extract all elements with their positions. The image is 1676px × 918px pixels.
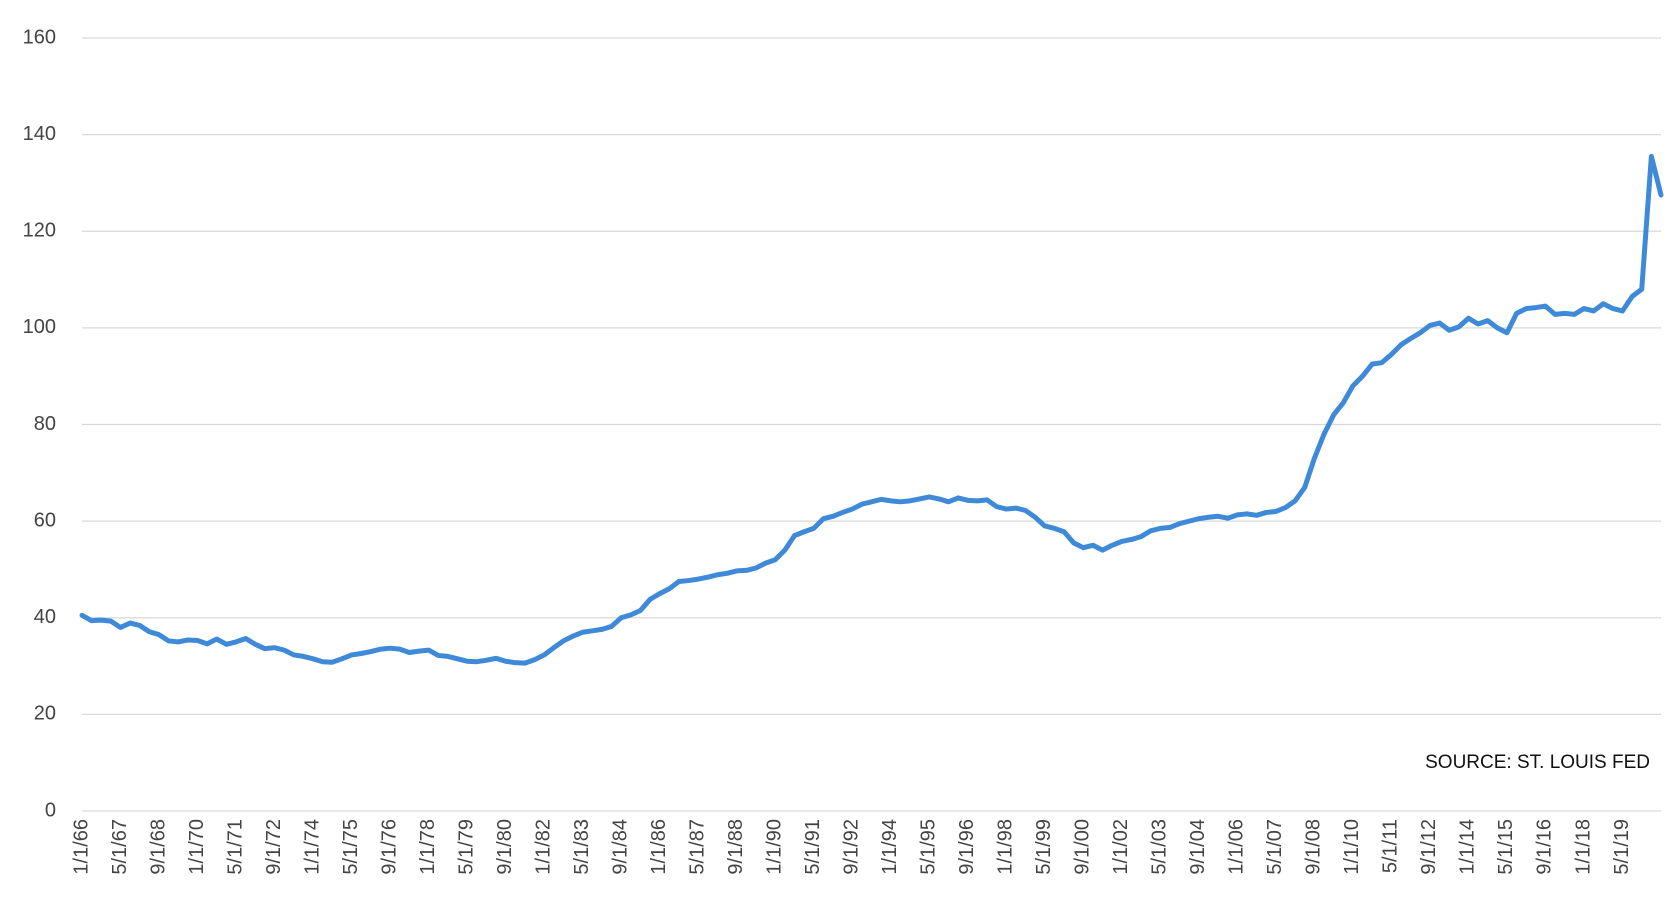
x-tick-label: 5/1/91 — [802, 819, 824, 875]
x-tick-label: 9/1/16 — [1534, 819, 1556, 875]
x-tick-label: 9/1/88 — [725, 819, 747, 875]
y-tick-label: 160 — [23, 26, 56, 48]
x-tick-label: 5/1/83 — [571, 819, 593, 875]
y-tick-label: 140 — [23, 123, 56, 145]
x-tick-label: 1/1/94 — [879, 819, 901, 875]
x-tick-label: 5/1/19 — [1611, 819, 1633, 875]
x-tick-label: 9/1/84 — [609, 819, 631, 875]
x-tick-label: 5/1/15 — [1495, 819, 1517, 875]
x-tick-label: 1/1/14 — [1457, 819, 1479, 875]
x-tick-label: 9/1/76 — [378, 819, 400, 875]
x-tick-label: 5/1/79 — [455, 819, 477, 875]
x-tick-label: 5/1/07 — [1264, 819, 1286, 875]
y-tick-label: 20 — [34, 703, 56, 725]
x-tick-label: 5/1/75 — [340, 819, 362, 875]
x-tick-label: 1/1/10 — [1341, 819, 1363, 875]
x-tick-label: 5/1/71 — [224, 819, 246, 875]
x-tick-label: 1/1/82 — [532, 819, 554, 875]
x-tick-label: 9/1/92 — [841, 819, 863, 875]
x-tick-label: 9/1/68 — [147, 819, 169, 875]
x-tick-label: 9/1/04 — [1187, 819, 1209, 875]
x-tick-label: 9/1/00 — [1072, 819, 1094, 875]
x-tick-label: 5/1/95 — [918, 819, 940, 875]
x-tick-label: 1/1/86 — [648, 819, 670, 875]
source-annotation: SOURCE: ST. LOUIS FED — [1425, 752, 1650, 773]
x-tick-label: 9/1/12 — [1418, 819, 1440, 875]
x-tick-label: 1/1/06 — [1226, 819, 1248, 875]
x-tick-label: 1/1/74 — [301, 819, 323, 875]
y-tick-label: 60 — [34, 509, 56, 531]
x-tick-label: 1/1/02 — [1110, 819, 1132, 875]
y-tick-label: 100 — [23, 316, 56, 338]
x-tick-label: 1/1/78 — [417, 819, 439, 875]
x-tick-label: 1/1/18 — [1572, 819, 1594, 875]
x-tick-label: 5/1/11 — [1380, 819, 1402, 873]
y-tick-label: 0 — [45, 799, 56, 821]
x-tick-label: 1/1/70 — [186, 819, 208, 875]
x-tick-label: 9/1/08 — [1303, 819, 1325, 875]
x-tick-label: 1/1/66 — [70, 819, 92, 875]
x-tick-label: 1/1/98 — [995, 819, 1017, 875]
x-tick-label: 1/1/90 — [764, 819, 786, 875]
y-tick-label: 80 — [34, 413, 56, 435]
x-tick-label: 9/1/96 — [956, 819, 978, 875]
x-tick-label: 5/1/67 — [109, 819, 131, 875]
x-tick-label: 9/1/72 — [263, 819, 285, 875]
x-tick-label: 9/1/80 — [494, 819, 516, 875]
x-tick-label: 5/1/87 — [686, 819, 708, 875]
x-tick-label: 5/1/99 — [1033, 819, 1055, 875]
data-line — [79, 153, 1664, 666]
y-tick-label: 40 — [34, 606, 56, 628]
x-tick-label: 5/1/03 — [1149, 819, 1171, 875]
y-tick-label: 120 — [23, 220, 56, 242]
